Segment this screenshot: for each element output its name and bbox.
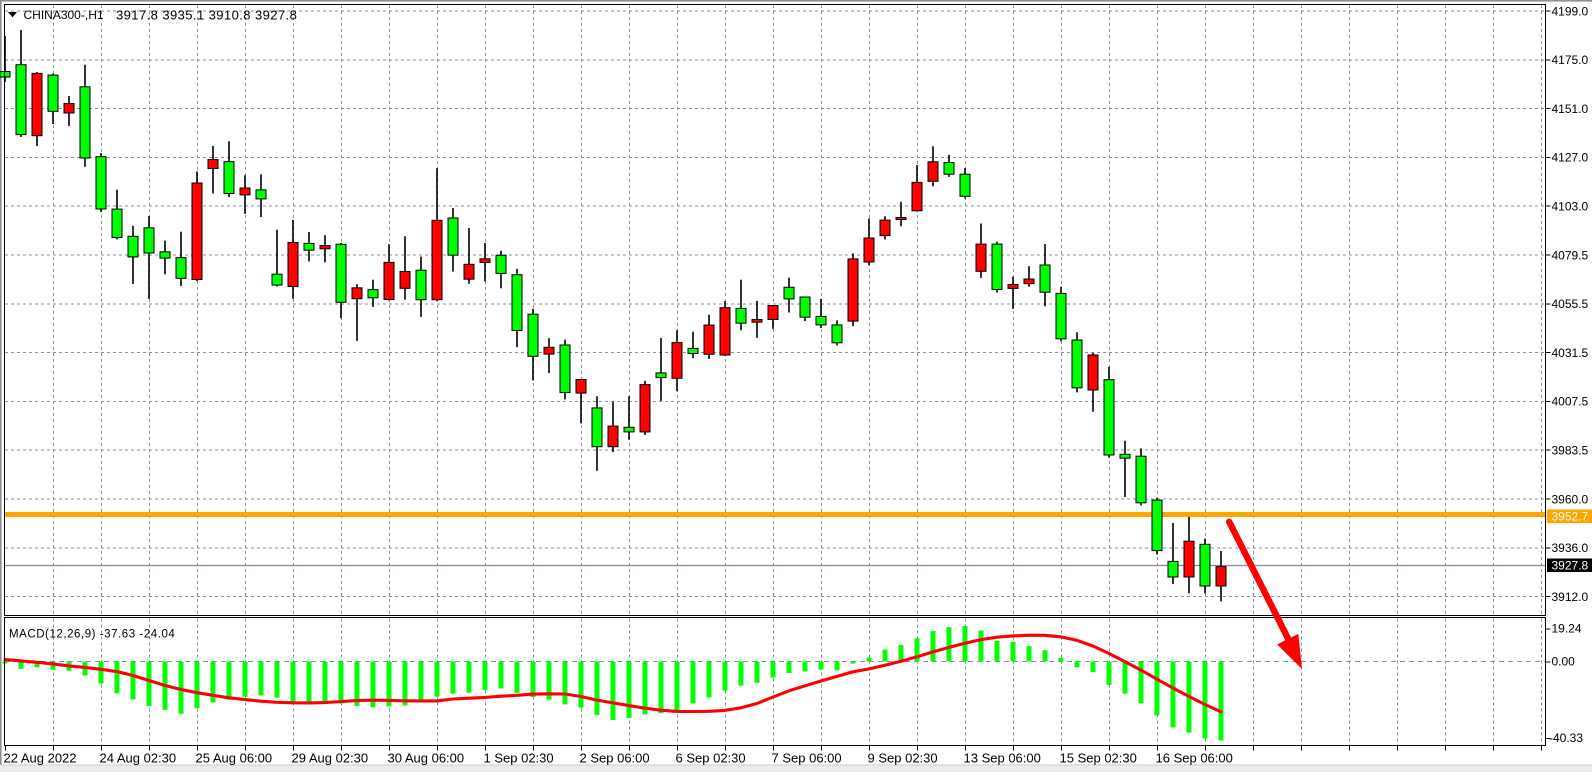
svg-text:3912.0: 3912.0 [1552,590,1589,604]
svg-text:4031.5: 4031.5 [1552,346,1589,360]
svg-text:3936.0: 3936.0 [1552,541,1589,555]
svg-text:9 Sep 02:30: 9 Sep 02:30 [868,751,938,766]
svg-text:4103.0: 4103.0 [1552,200,1589,214]
svg-text:7 Sep 06:00: 7 Sep 06:00 [772,751,842,766]
svg-text:-40.33: -40.33 [1549,731,1583,745]
svg-text:4175.0: 4175.0 [1552,53,1589,67]
svg-text:24 Aug 02:30: 24 Aug 02:30 [100,751,177,766]
svg-text:1 Sep 02:30: 1 Sep 02:30 [484,751,554,766]
svg-text:2 Sep 06:00: 2 Sep 06:00 [580,751,650,766]
svg-text:15 Sep 02:30: 15 Sep 02:30 [1060,751,1137,766]
svg-text:0.00: 0.00 [1552,655,1576,669]
svg-text:19.24: 19.24 [1552,622,1582,636]
svg-text:16 Sep 06:00: 16 Sep 06:00 [1156,751,1233,766]
svg-text:25 Aug 06:00: 25 Aug 06:00 [196,751,273,766]
svg-text:4055.5: 4055.5 [1552,297,1589,311]
svg-text:4199.0: 4199.0 [1552,4,1589,18]
svg-text:4007.5: 4007.5 [1552,395,1589,409]
svg-text:CHINA300-,H1: CHINA300-,H1 [24,8,104,22]
svg-text:22 Aug 2022: 22 Aug 2022 [4,751,77,766]
svg-text:4127.0: 4127.0 [1552,151,1589,165]
svg-text:13 Sep 06:00: 13 Sep 06:00 [964,751,1041,766]
svg-text:MACD(12,26,9) -37.63 -24.04: MACD(12,26,9) -37.63 -24.04 [9,629,175,641]
svg-text:3952.7: 3952.7 [1552,510,1589,524]
svg-text:4079.5: 4079.5 [1552,248,1589,262]
svg-text:4151.0: 4151.0 [1552,102,1589,116]
svg-text:3983.5: 3983.5 [1552,444,1589,458]
svg-text:29 Aug 02:30: 29 Aug 02:30 [292,751,369,766]
svg-text:3960.0: 3960.0 [1552,492,1589,506]
svg-text:3917.8 3935.1 3910.8 3927.8: 3917.8 3935.1 3910.8 3927.8 [116,8,297,23]
svg-text:3927.8: 3927.8 [1552,559,1589,573]
svg-text:6 Sep 02:30: 6 Sep 02:30 [676,751,746,766]
svg-text:30 Aug 06:00: 30 Aug 06:00 [388,751,465,766]
